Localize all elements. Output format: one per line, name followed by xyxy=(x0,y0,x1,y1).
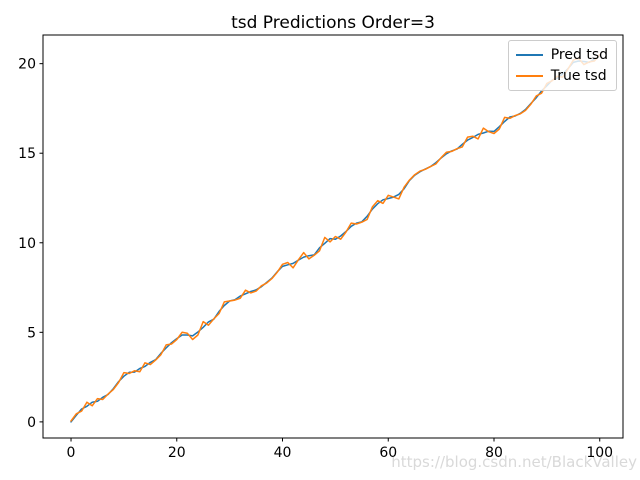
y-tick-label: 5 xyxy=(27,325,36,341)
x-tick-label: 80 xyxy=(485,445,503,461)
legend-entry-pred: Pred tsd xyxy=(515,47,608,63)
x-tick-label: 40 xyxy=(274,445,292,461)
series-line-0 xyxy=(70,54,601,423)
y-tick-label: 20 xyxy=(18,57,36,73)
watermark: https://blog.csdn.net/BlackValley xyxy=(391,453,637,471)
legend-entry-true: True tsd xyxy=(515,68,608,84)
y-tick-label: 0 xyxy=(27,415,36,431)
legend-label: True tsd xyxy=(550,68,607,84)
chart-title: tsd Predictions Order=3 xyxy=(231,13,435,33)
x-tick-label: 60 xyxy=(379,445,397,461)
x-tick-label: 0 xyxy=(67,445,76,461)
x-tick-label: 100 xyxy=(586,445,613,461)
y-tick-label: 15 xyxy=(18,146,36,162)
axes-spines xyxy=(42,34,624,439)
legend-label: Pred tsd xyxy=(550,47,608,63)
legend: Pred tsd True tsd xyxy=(507,40,617,91)
series-line-1 xyxy=(70,53,601,422)
legend-line-sample xyxy=(515,54,543,56)
legend-line-sample xyxy=(515,75,543,77)
x-tick-label: 20 xyxy=(168,445,186,461)
y-tick-label: 10 xyxy=(18,236,36,252)
